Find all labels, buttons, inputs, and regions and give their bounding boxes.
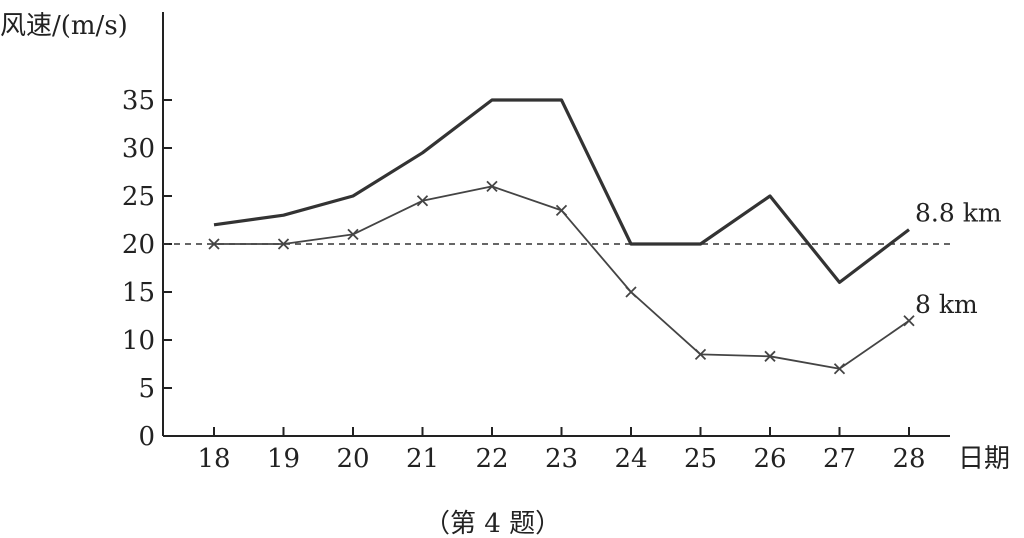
x-tick-label: 22 — [475, 444, 508, 474]
series-label: 8.8 km — [915, 199, 1002, 228]
data-point-x-marker — [833, 363, 846, 375]
y-tick-label: 15 — [122, 278, 155, 308]
x-tick-label: 18 — [197, 444, 230, 474]
x-marker-stroke — [416, 195, 429, 207]
x-marker-stroke — [347, 228, 359, 241]
data-point-x-marker — [347, 228, 359, 241]
y-tick-label: 0 — [138, 422, 155, 452]
y-tick-label: 20 — [122, 230, 155, 260]
x-marker-stroke — [903, 315, 915, 327]
x-tick-label: 27 — [823, 444, 856, 474]
x-tick-label: 26 — [753, 444, 786, 474]
x-marker-stroke — [833, 363, 846, 375]
y-tick-label: 10 — [122, 326, 155, 356]
x-marker-stroke — [555, 204, 568, 217]
data-point-x-marker — [277, 238, 290, 250]
series-group: 8.8 km 8 km — [208, 98, 1002, 375]
x-tick-label: 21 — [406, 444, 439, 474]
x-marker-stroke — [208, 238, 220, 250]
data-point-x-marker — [208, 238, 220, 250]
series-line-thin — [214, 185, 910, 370]
x-tick-label: 19 — [267, 444, 300, 474]
data-point-x-marker — [764, 350, 776, 362]
x-tick-label: 23 — [545, 444, 578, 474]
y-tick-label: 25 — [122, 182, 155, 212]
y-tick-label: 5 — [138, 374, 155, 404]
x-tick-label: 24 — [614, 444, 647, 474]
series-label: 8 km — [915, 290, 978, 319]
data-point-x-marker — [555, 204, 568, 217]
data-point-x-marker — [694, 348, 707, 361]
figure-caption: （第 4 题） — [424, 509, 561, 538]
x-marker-stroke — [277, 238, 290, 250]
x-tick-label: 20 — [336, 444, 369, 474]
data-point-x-marker — [486, 180, 498, 193]
x-tick-label: 28 — [892, 444, 925, 474]
data-point-x-marker — [416, 195, 429, 207]
x-marker-stroke — [764, 350, 776, 362]
labels-group: 风速/(m/s) 日期 （第 4 题） — [0, 11, 1010, 538]
x-tick-label: 25 — [684, 444, 717, 474]
x-marker-stroke — [625, 286, 637, 298]
x-axis-label: 日期 — [958, 444, 1010, 474]
x-marker-stroke — [486, 180, 498, 193]
data-point-x-marker — [903, 315, 915, 327]
y-axis-label: 风速/(m/s) — [0, 11, 128, 41]
axes: 0 5 10 15 20 25 30 35 18 19 20 21 22 23 24 25 26 27 28 — [122, 12, 950, 474]
series-line-thick — [213, 98, 910, 284]
y-tick-label: 35 — [122, 86, 155, 116]
y-tick-label: 30 — [122, 134, 155, 164]
data-point-x-marker — [625, 286, 637, 298]
x-marker-stroke — [694, 348, 707, 361]
